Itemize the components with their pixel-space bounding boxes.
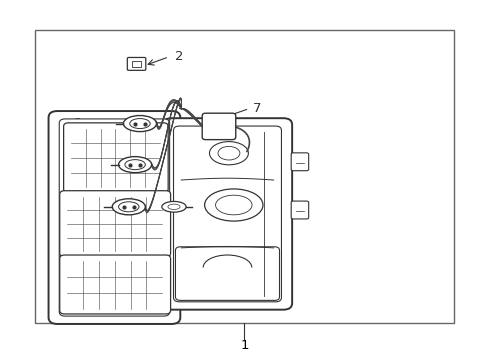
Ellipse shape [129,118,150,129]
FancyBboxPatch shape [127,58,145,70]
Ellipse shape [162,202,186,212]
FancyBboxPatch shape [60,191,170,257]
Ellipse shape [204,189,263,221]
Ellipse shape [118,202,139,212]
Text: 7: 7 [253,102,261,115]
Ellipse shape [209,141,248,165]
FancyBboxPatch shape [163,118,291,310]
FancyBboxPatch shape [59,119,169,316]
FancyBboxPatch shape [290,153,308,171]
FancyBboxPatch shape [175,247,279,300]
Ellipse shape [124,159,145,170]
Ellipse shape [123,116,156,132]
Text: 1: 1 [240,338,248,351]
FancyBboxPatch shape [63,123,168,193]
Text: 5: 5 [68,158,77,171]
Text: 2: 2 [175,50,183,63]
Ellipse shape [218,147,240,160]
FancyBboxPatch shape [48,111,180,324]
Text: 3: 3 [205,193,214,206]
Bar [131,61,141,67]
Ellipse shape [167,204,180,210]
Ellipse shape [112,199,145,215]
Text: 4: 4 [68,200,77,213]
Text: 6: 6 [72,117,81,130]
FancyBboxPatch shape [173,126,281,302]
FancyBboxPatch shape [60,255,170,314]
FancyBboxPatch shape [202,113,235,140]
Bar [35,30,453,323]
FancyBboxPatch shape [290,201,308,219]
Ellipse shape [118,157,151,173]
Ellipse shape [215,195,251,215]
